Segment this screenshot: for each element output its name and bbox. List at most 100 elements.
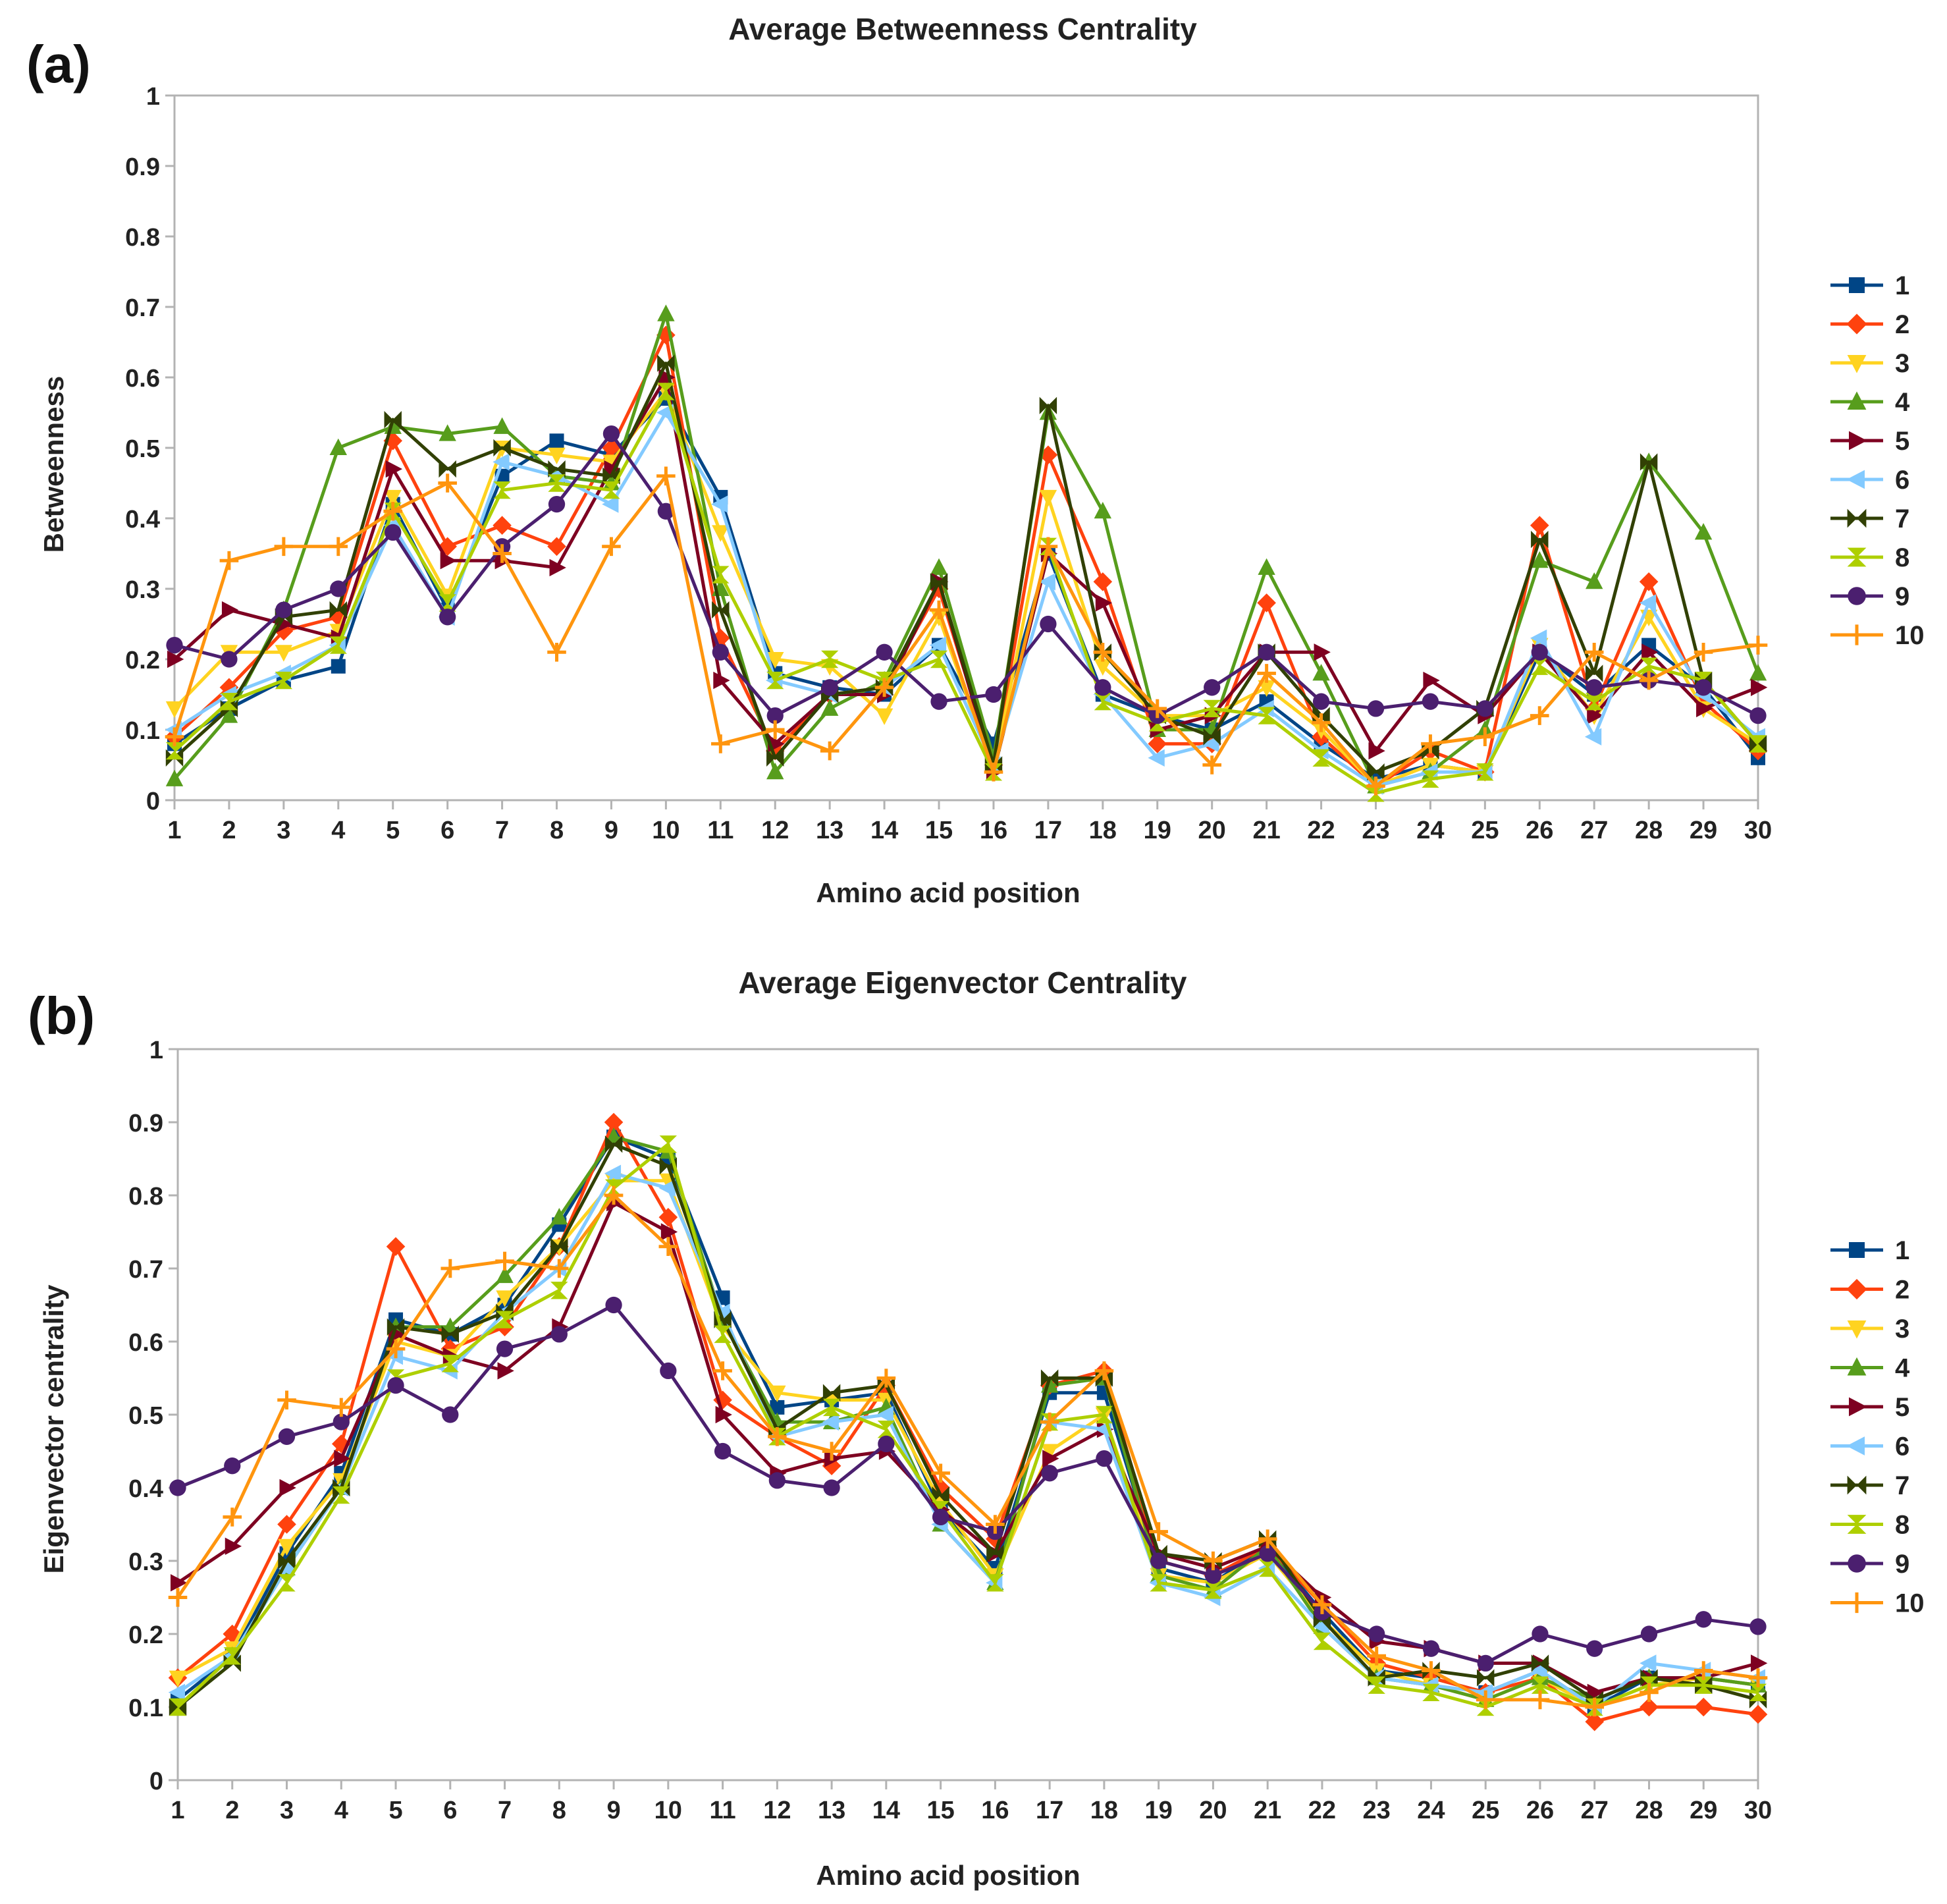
- series-8-point: [278, 1574, 296, 1592]
- series-8-point: [165, 742, 184, 760]
- series-8-point: [1203, 699, 1221, 718]
- series-5-point: [1751, 1654, 1768, 1672]
- series-10-point: [929, 600, 949, 620]
- series-2-point: [331, 1434, 351, 1454]
- series-5-point: [715, 1405, 732, 1424]
- x-tick-label: 11: [710, 1797, 736, 1824]
- series-10-point: [1530, 706, 1549, 725]
- x-tick-label: 12: [763, 1797, 791, 1824]
- series-2-point: [493, 516, 512, 535]
- legend-item-1: 1: [1830, 271, 1909, 300]
- series-10-point: [656, 466, 676, 486]
- series-7-point: [766, 749, 784, 767]
- legend-item-8: 8: [1830, 1511, 1909, 1540]
- y-tick-label: 0.9: [125, 153, 160, 181]
- x-tick-label: 19: [1145, 1797, 1173, 1824]
- series-8-point: [657, 383, 675, 400]
- legend-item-9: 9: [1830, 582, 1909, 611]
- x-tick-label: 16: [981, 1797, 1009, 1824]
- legend-item-10: 10: [1830, 621, 1925, 650]
- legend-label: 9: [1895, 1550, 1909, 1579]
- series-9-line: [174, 432, 1759, 718]
- series-9-point: [660, 1362, 677, 1380]
- series-1-point: [770, 1400, 785, 1415]
- series-10-point: [165, 727, 184, 746]
- series-2-point: [1530, 516, 1549, 535]
- y-tick-label: 0.6: [125, 365, 160, 393]
- series-8-point: [496, 1311, 514, 1328]
- series-9-point: [1640, 1625, 1658, 1643]
- series-4-point: [766, 762, 784, 780]
- x-tick-label: 30: [1744, 817, 1772, 844]
- series-9-point: [1367, 700, 1385, 717]
- x-tick-label: 13: [816, 817, 843, 844]
- legend-label: 6: [1895, 1432, 1909, 1461]
- series-3-point: [766, 652, 784, 669]
- series-5-point: [1314, 643, 1331, 661]
- series-6-point: [929, 636, 947, 654]
- series-10-point: [438, 474, 457, 493]
- legend-label: 1: [1895, 1236, 1909, 1265]
- series-9-point: [823, 1479, 840, 1496]
- series-10-point: [1694, 643, 1713, 662]
- x-tick-label: 20: [1198, 817, 1226, 844]
- series-5-point: [1095, 594, 1113, 612]
- x-tick-label: 19: [1144, 817, 1171, 844]
- x-tick-label: 18: [1090, 1797, 1118, 1824]
- x-axis-label-b: Amino acid position: [816, 1860, 1080, 1891]
- series-7-point: [604, 1135, 623, 1153]
- x-tick-label: 21: [1252, 817, 1280, 844]
- series-10-point: [602, 537, 621, 557]
- series-8-point: [1586, 693, 1603, 711]
- series-7-point: [1477, 1669, 1495, 1687]
- x-tick-label: 25: [1471, 817, 1499, 844]
- series-5-point: [1587, 707, 1604, 724]
- series-9-point: [1532, 1625, 1549, 1643]
- legend-marker: [1849, 277, 1865, 293]
- x-tick-label: 15: [925, 817, 953, 844]
- legend-a: 1 2 3 4 5 6 7 8 9 10: [1830, 271, 1925, 650]
- series-9-point: [1586, 1640, 1603, 1657]
- x-tick-label: 11: [707, 817, 733, 844]
- series-4-point: [1749, 664, 1767, 681]
- panel-label-b: (b): [28, 987, 95, 1045]
- series-7-point: [1367, 763, 1385, 781]
- series-7-point: [1586, 665, 1603, 682]
- series-5-point: [713, 671, 730, 690]
- series-3-point: [1040, 1444, 1059, 1461]
- legend-label: 10: [1895, 1589, 1925, 1618]
- x-tick-label: 26: [1526, 817, 1553, 844]
- series-3-point: [169, 1670, 187, 1687]
- series-9-point: [1204, 679, 1221, 696]
- legend-marker: [1847, 508, 1867, 528]
- x-tick-label: 1: [167, 817, 181, 844]
- series-10-point: [440, 1259, 460, 1278]
- series-8-point: [1476, 763, 1494, 781]
- series-3-point: [275, 645, 293, 662]
- x-tick-label: 17: [1034, 817, 1062, 844]
- series-7-point: [712, 601, 730, 619]
- series-4-point: [1094, 502, 1112, 519]
- series-9-point: [1422, 1640, 1440, 1657]
- series-6-point: [711, 495, 728, 513]
- series-9-point: [496, 1340, 514, 1357]
- legend-label: 7: [1895, 1471, 1909, 1500]
- series-8-point: [822, 1398, 841, 1417]
- series-8-point: [223, 1647, 241, 1665]
- legend-item-6: 6: [1830, 466, 1909, 495]
- series-2-point: [713, 1390, 732, 1410]
- legend-marker: [1849, 1242, 1865, 1258]
- series-10-point: [1202, 755, 1221, 775]
- series-10-point: [219, 551, 239, 570]
- series-8: [169, 1135, 1767, 1716]
- x-tick-label: 16: [980, 817, 1007, 844]
- series-9-point: [878, 1435, 895, 1453]
- y-tick-label: 0.4: [128, 1475, 163, 1503]
- legend-label: 1: [1895, 271, 1909, 300]
- series-9-point: [602, 425, 620, 443]
- series-2-point: [1639, 572, 1659, 591]
- series-9-point: [330, 580, 347, 597]
- series-7-point: [1040, 1369, 1059, 1387]
- series-3-point: [548, 447, 566, 464]
- series-10-point: [658, 1237, 678, 1256]
